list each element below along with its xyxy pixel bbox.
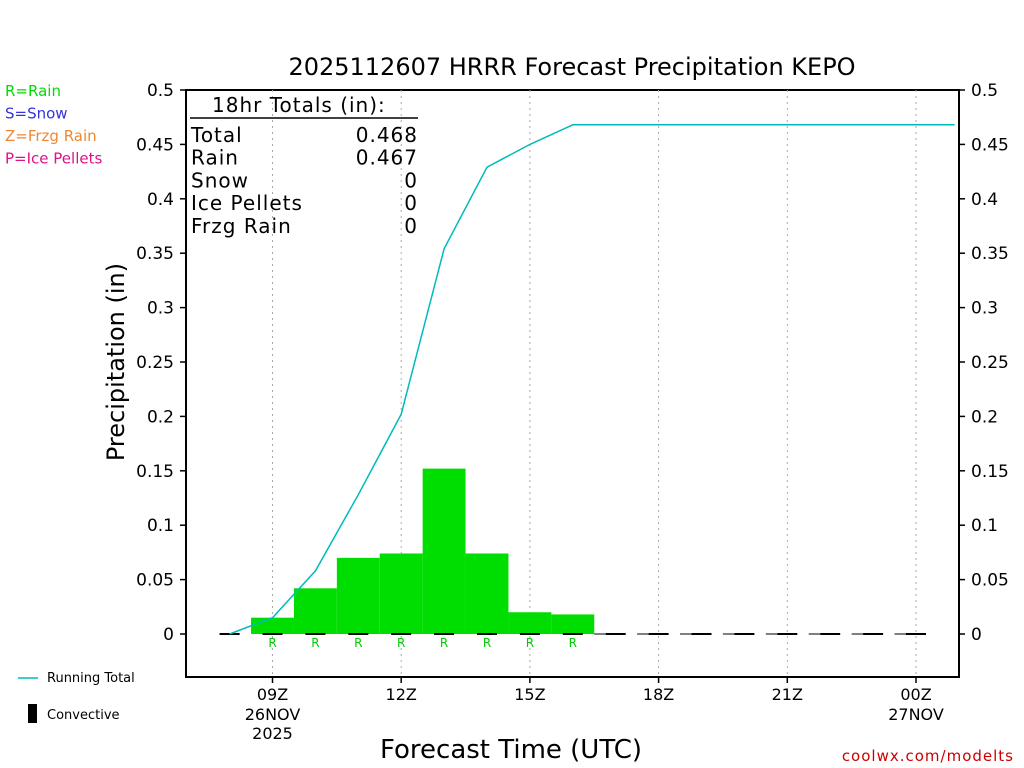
y-tick-label-left: 0.35	[136, 244, 174, 264]
y-tick-label-right: 0.5	[971, 81, 998, 101]
x-tick-label: 00Z	[900, 685, 931, 704]
y-tick-label-right: 0.4	[971, 190, 998, 210]
precip-bar	[551, 614, 595, 634]
precip-bar	[422, 468, 466, 634]
totals-row-value: 0.468	[356, 123, 418, 147]
precip-type-label: R	[483, 636, 491, 650]
y-tick-label-left: 0	[163, 625, 174, 645]
y-axis-right: 0 0.05 0.1 0.15 0.2 0.25 0.3 0.35 0.4 0.45 0.5	[959, 81, 1009, 645]
totals-row-value: 0.467	[356, 146, 418, 170]
type-legend-item: R=Rain	[5, 82, 61, 100]
y-tick-label-right: 0.1	[971, 516, 998, 536]
bars-layer	[251, 468, 595, 634]
totals-row-label: Snow	[191, 168, 249, 192]
y-tick-label-left: 0.25	[136, 353, 174, 373]
type-legend: R=Rain S=Snow Z=Frzg Rain P=Ice Pellets	[5, 82, 102, 168]
precip-type-label: R	[268, 636, 276, 650]
totals-row-value: 0	[404, 168, 418, 192]
precip-bar	[465, 553, 509, 634]
y-tick-label-right: 0	[971, 625, 982, 645]
y-tick-label-left: 0.2	[147, 407, 174, 427]
convective-legend-swatch	[28, 704, 37, 723]
series-legend: Running Total Convective	[18, 671, 135, 723]
y-tick-label-right: 0.15	[971, 462, 1009, 482]
y-tick-label-right: 0.35	[971, 244, 1009, 264]
precip-bar	[251, 617, 294, 634]
x-axis-label: Forecast Time (UTC)	[380, 735, 642, 765]
totals-row-value: 0	[404, 214, 418, 238]
y-tick-label-left: 0.3	[147, 299, 174, 319]
y-tick-label-left: 0.4	[147, 190, 174, 210]
y-axis-label: Precipitation (in)	[102, 263, 130, 461]
x-tick-label: 12Z	[386, 685, 417, 704]
x-tick-label: 21Z	[772, 685, 803, 704]
type-legend-item: P=Ice Pellets	[5, 150, 102, 168]
precip-type-label: R	[354, 636, 362, 650]
y-tick-label-left: 0.05	[136, 571, 174, 591]
totals-row-value: 0	[404, 191, 418, 215]
running-total-line	[229, 124, 955, 635]
precip-bar	[293, 588, 337, 634]
totals-row-label: Frzg Rain	[191, 214, 292, 238]
totals-header: 18hr Totals (in):	[212, 93, 386, 117]
precip-type-label: R	[440, 636, 448, 650]
convective-legend-label: Convective	[47, 708, 120, 723]
plot-frame	[185, 89, 960, 678]
precip-bar	[336, 557, 380, 634]
y-tick-label-left: 0.15	[136, 462, 174, 482]
precip-bar	[508, 612, 552, 634]
chart-title: 2025112607 HRRR Forecast Precipitation K…	[288, 53, 855, 81]
precip-type-label: R	[311, 636, 319, 650]
y-tick-label-left: 0.1	[147, 516, 174, 536]
totals-row-label: Total	[190, 123, 243, 147]
precip-type-label: R	[397, 636, 405, 650]
precip-bar	[379, 553, 423, 634]
grid-layer	[272, 90, 917, 677]
totals-row-label: Rain	[191, 146, 239, 170]
type-legend-item: S=Snow	[5, 105, 68, 123]
y-tick-label-right: 0.05	[971, 571, 1009, 591]
credit-text: coolwx.com/modelts	[842, 747, 1014, 765]
y-tick-label-left: 0.5	[147, 81, 174, 101]
y-axis-left: 0 0.05 0.1 0.15 0.2 0.25 0.3 0.35 0.4 0.45 0.5	[136, 81, 186, 645]
totals-box: 18hr Totals (in): Total 0.468 Rain 0.467 Sno…	[190, 93, 418, 238]
type-legend-item: Z=Frzg Rain	[5, 127, 97, 145]
running-total-legend-label: Running Total	[47, 671, 135, 686]
x-tick-date: 27NOV	[888, 705, 944, 724]
line-layer	[229, 124, 955, 635]
totals-rows: Total 0.468 Rain 0.467 Snow 0 Ice Pellets 0 Frzg…	[190, 123, 418, 238]
y-tick-label-right: 0.25	[971, 353, 1009, 373]
y-tick-label-right: 0.3	[971, 299, 998, 319]
x-tick-year: 2025	[252, 724, 293, 743]
y-tick-label-right: 0.45	[971, 135, 1009, 155]
x-tick-label: 09Z	[257, 685, 288, 704]
x-tick-label: 18Z	[643, 685, 674, 704]
precip-type-label: R	[569, 636, 577, 650]
totals-row-label: Ice Pellets	[191, 191, 303, 215]
precip-type-label: R	[526, 636, 534, 650]
y-tick-label-right: 0.2	[971, 407, 998, 427]
y-tick-label-left: 0.45	[136, 135, 174, 155]
x-tick-date: 26NOV	[245, 705, 301, 724]
x-tick-label: 15Z	[514, 685, 545, 704]
